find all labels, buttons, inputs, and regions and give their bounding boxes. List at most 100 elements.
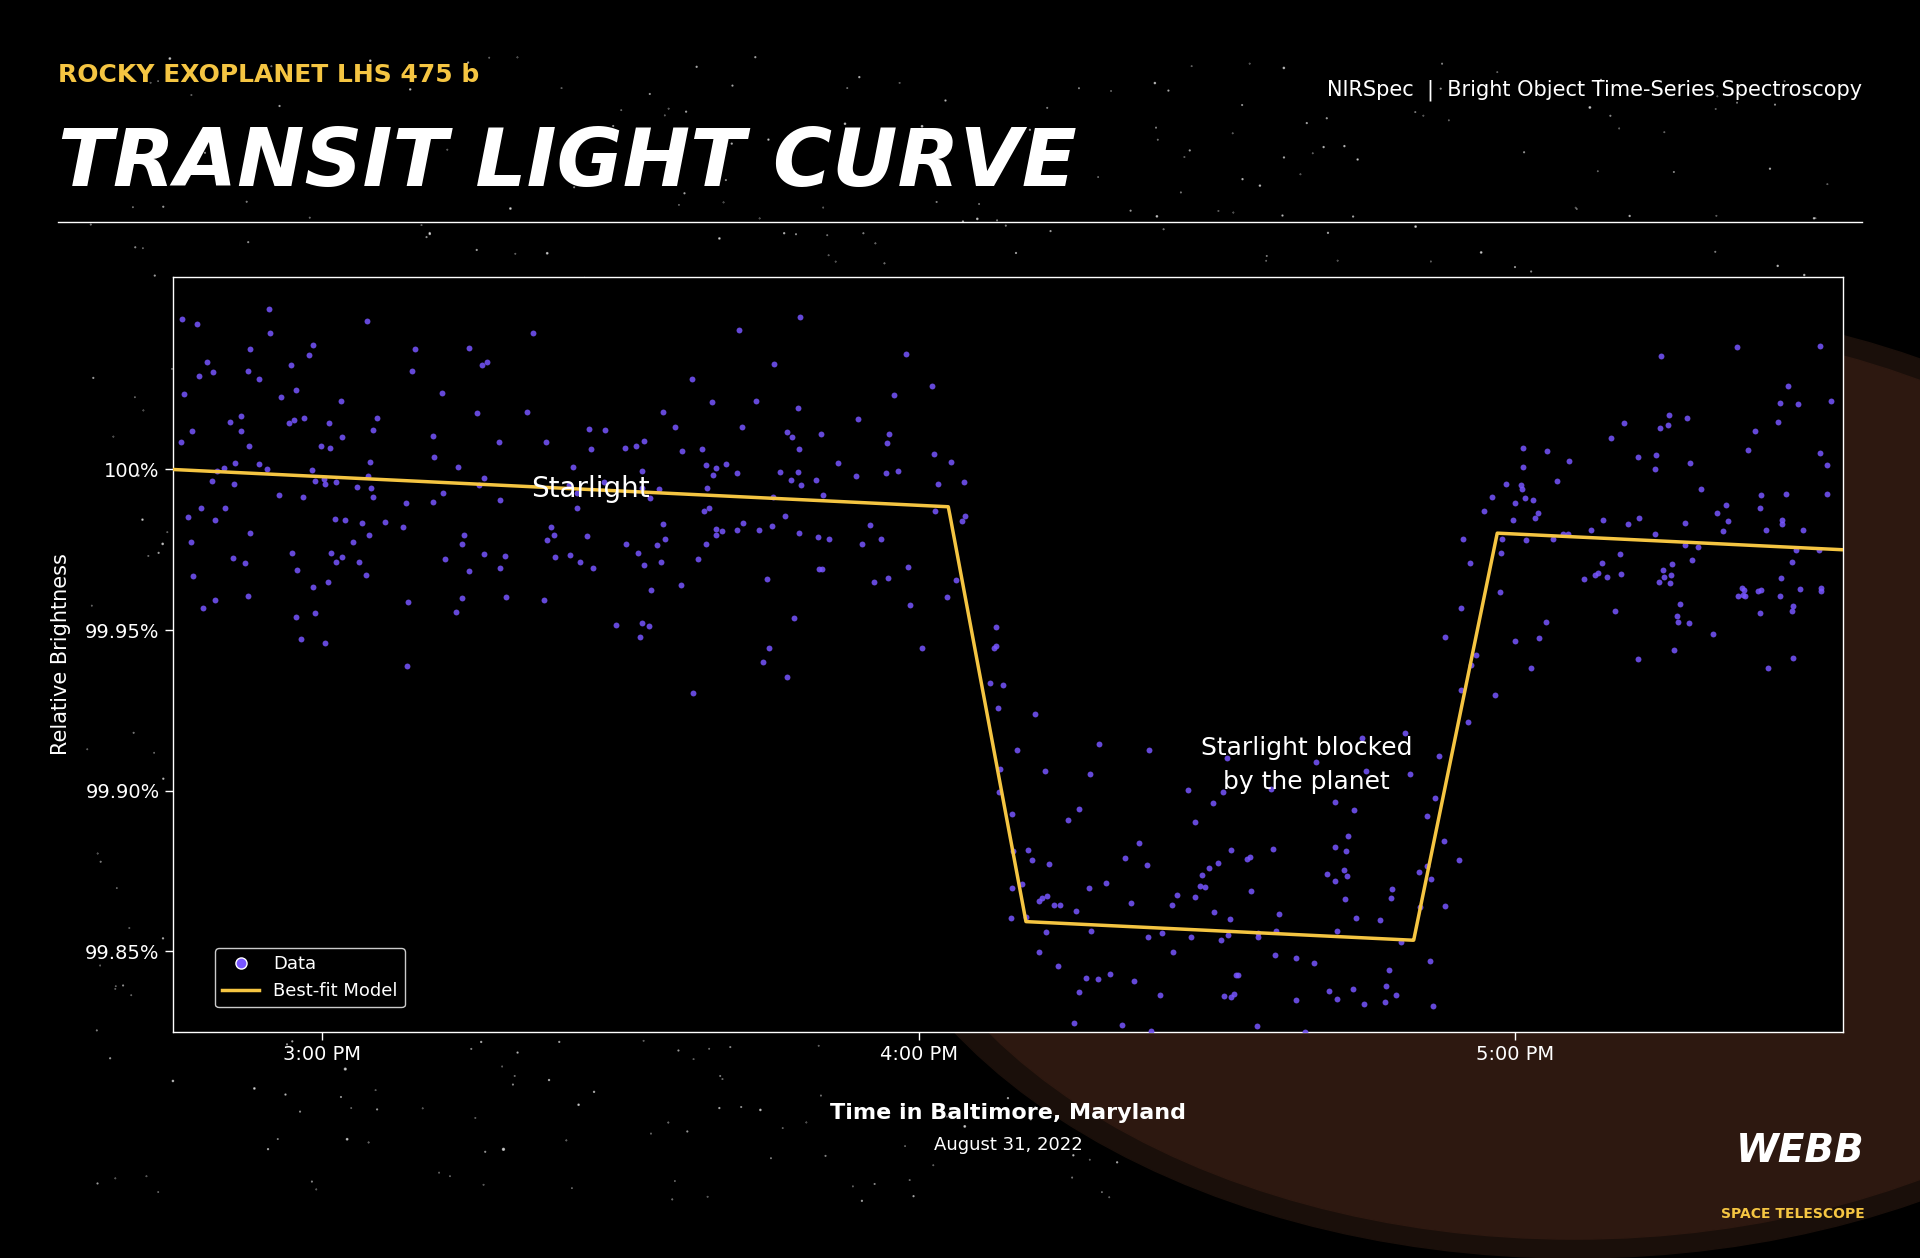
Point — [1142, 206, 1173, 226]
Point — [672, 1121, 703, 1141]
Point — [816, 981, 847, 1001]
Point — [1766, 509, 1797, 530]
Point — [1023, 891, 1054, 911]
Point — [522, 328, 553, 348]
Point — [770, 728, 801, 749]
Point — [1331, 840, 1361, 860]
Point — [1632, 966, 1663, 986]
Point — [1350, 754, 1380, 774]
Point — [758, 353, 789, 374]
Point — [783, 439, 814, 459]
Point — [948, 472, 979, 492]
Point — [1204, 201, 1235, 221]
Point — [803, 1035, 833, 1055]
Point — [1173, 780, 1204, 800]
Point — [1331, 889, 1361, 910]
Point — [182, 313, 213, 333]
Point — [232, 834, 263, 854]
Point — [1012, 1043, 1043, 1063]
Point — [244, 599, 275, 619]
Point — [916, 917, 947, 937]
Point — [1596, 428, 1626, 448]
Point — [584, 905, 614, 925]
Point — [434, 348, 465, 369]
Point — [1749, 1005, 1780, 1025]
Point — [532, 530, 563, 550]
Point — [326, 391, 357, 411]
Point — [1763, 1140, 1793, 1160]
Point — [1227, 169, 1258, 189]
Point — [1002, 740, 1033, 760]
Point — [209, 498, 240, 518]
Point — [768, 352, 799, 372]
Point — [1661, 1023, 1692, 1043]
Point — [353, 465, 384, 486]
Point — [1133, 854, 1164, 874]
Point — [783, 462, 814, 482]
Point — [282, 560, 313, 580]
Point — [1622, 1003, 1653, 1023]
Point — [1645, 346, 1676, 366]
Point — [1728, 580, 1759, 600]
Point — [1071, 488, 1102, 508]
Point — [634, 84, 664, 104]
Point — [1390, 507, 1421, 527]
Point — [1507, 438, 1538, 458]
Point — [691, 533, 722, 554]
Point — [1075, 728, 1106, 749]
Point — [1461, 663, 1492, 683]
Point — [177, 421, 207, 442]
Point — [457, 403, 488, 423]
Point — [1609, 608, 1640, 628]
Point — [678, 1049, 708, 1069]
Point — [906, 638, 937, 658]
Point — [434, 1166, 465, 1186]
Point — [221, 669, 252, 689]
Point — [1601, 1117, 1632, 1137]
Point — [399, 338, 430, 359]
Point — [620, 435, 651, 455]
Point — [1058, 1145, 1089, 1165]
Point — [1738, 954, 1768, 974]
Point — [232, 361, 263, 381]
Point — [1006, 874, 1037, 894]
Point — [430, 362, 461, 382]
Point — [1386, 932, 1417, 952]
Point — [1031, 886, 1062, 906]
Point — [200, 509, 230, 530]
Point — [1371, 975, 1402, 995]
Point — [492, 586, 522, 606]
Point — [705, 1066, 735, 1086]
Point — [584, 579, 614, 599]
Point — [628, 1030, 659, 1050]
Point — [1778, 596, 1809, 616]
Point — [84, 852, 115, 872]
Point — [634, 615, 664, 635]
Point — [620, 438, 651, 458]
Point — [1284, 626, 1315, 647]
Point — [1693, 327, 1724, 347]
Point — [1204, 516, 1235, 536]
Point — [467, 326, 497, 346]
Point — [252, 491, 282, 511]
Point — [228, 860, 259, 881]
Point — [1532, 387, 1563, 408]
Point — [288, 408, 319, 428]
Point — [248, 428, 278, 448]
Point — [1415, 252, 1446, 272]
Point — [1784, 394, 1814, 414]
Point — [1722, 586, 1753, 606]
Point — [962, 209, 993, 229]
Point — [912, 764, 943, 784]
Point — [123, 465, 154, 486]
Point — [1244, 176, 1275, 196]
Point — [478, 637, 509, 657]
Point — [1350, 994, 1380, 1014]
Point — [1041, 1076, 1071, 1096]
Point — [415, 223, 445, 243]
Point — [841, 462, 872, 482]
Point — [1288, 1021, 1319, 1042]
Point — [1728, 1048, 1759, 1068]
Point — [801, 452, 831, 472]
Point — [968, 165, 998, 185]
